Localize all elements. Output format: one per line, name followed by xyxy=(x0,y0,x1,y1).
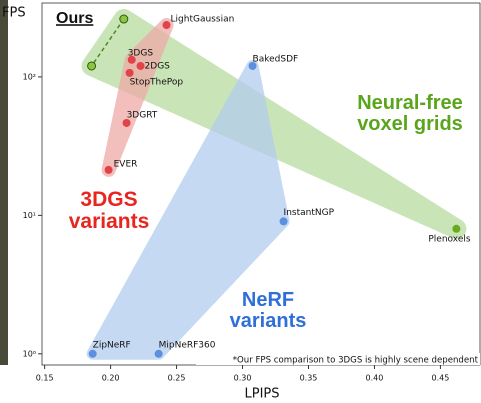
point xyxy=(452,224,461,233)
point-label: LightGaussian xyxy=(171,15,235,25)
y-tick-label: 10¹ xyxy=(23,211,36,220)
point-label: EVER xyxy=(114,159,138,169)
y-tick-label: 10⁰ xyxy=(23,349,36,358)
point xyxy=(125,68,134,77)
point-label: StopThePop xyxy=(130,77,184,87)
point xyxy=(88,349,97,358)
point xyxy=(119,14,129,24)
annotation-nerf: NeRF variants xyxy=(229,289,307,332)
point-label: 2DGS xyxy=(145,61,171,71)
x-tick-label: 0.30 xyxy=(234,374,252,383)
point-label: 3DGRT xyxy=(127,110,158,120)
point xyxy=(279,217,288,226)
point xyxy=(104,165,113,174)
point xyxy=(87,61,97,71)
ours-label: Ours xyxy=(56,10,93,27)
x-tick-label: 0.45 xyxy=(432,374,450,383)
point xyxy=(122,118,131,127)
point-label: Plenoxels xyxy=(428,234,470,244)
point-label: InstantNGP xyxy=(284,208,335,218)
point-label: BakedSDF xyxy=(253,54,299,64)
point xyxy=(154,349,163,358)
x-tick-label: 0.35 xyxy=(300,374,318,383)
ours-connector xyxy=(90,18,125,67)
annotation-3dgs: 3DGS variants xyxy=(68,188,150,234)
x-tick-label: 0.40 xyxy=(366,374,384,383)
y-tick-label: 10² xyxy=(23,72,36,81)
y-axis-label: FPS xyxy=(2,6,26,21)
x-tick-label: 0.20 xyxy=(102,374,120,383)
annotation-neural-free: Neural-free voxel grids xyxy=(357,92,463,135)
x-tick-label: 0.25 xyxy=(168,374,186,383)
point xyxy=(248,61,257,70)
x-tick-label: 0.15 xyxy=(36,374,54,383)
point-label: ZipNeRF xyxy=(93,340,131,350)
photo-strip xyxy=(0,0,8,365)
group-region xyxy=(101,18,174,177)
point xyxy=(136,61,145,70)
point-label: 3DGS xyxy=(128,48,154,58)
note-bg xyxy=(196,353,480,365)
x-axis-label: LPIPS xyxy=(244,387,279,402)
point xyxy=(127,55,136,64)
footnote: *Our FPS comparison to 3DGS is highly sc… xyxy=(233,356,479,366)
point-label: MipNeRF360 xyxy=(159,340,216,350)
point xyxy=(162,21,171,30)
region-shape xyxy=(101,18,174,177)
